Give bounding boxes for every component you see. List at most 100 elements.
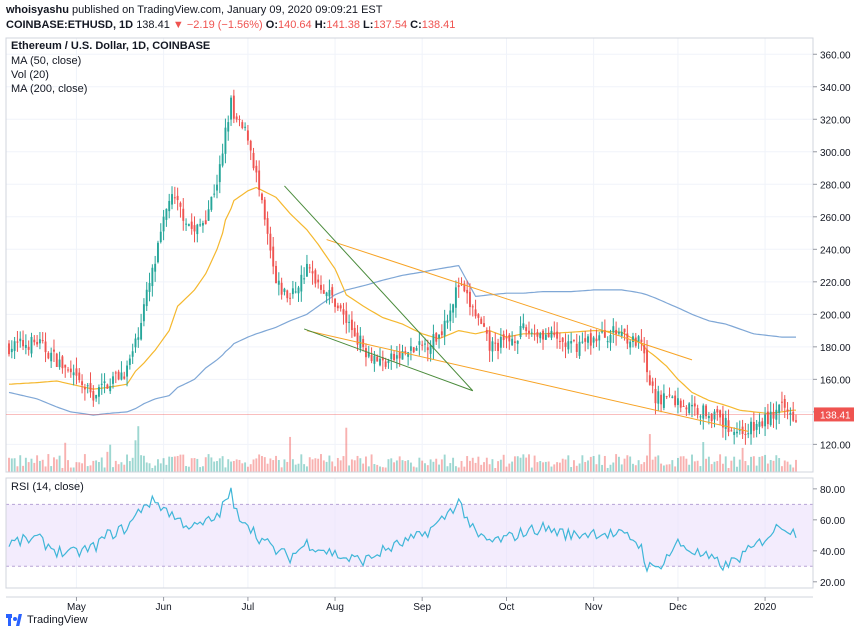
candle-body: [16, 341, 19, 343]
volume-bar: [741, 447, 744, 472]
candle-body: [483, 323, 485, 327]
legend-ma200[interactable]: MA (200, close): [11, 83, 88, 95]
volume-bar: [252, 459, 255, 472]
candle-body: [606, 341, 609, 343]
candle-body: [95, 395, 98, 399]
candle-body: [64, 364, 67, 368]
tradingview-brand[interactable]: TradingView: [6, 614, 88, 626]
volume-bar: [508, 463, 511, 472]
volume-bar: [33, 462, 36, 472]
candle-body: [452, 304, 455, 313]
candle-body: [311, 271, 314, 274]
candle-body: [89, 383, 92, 393]
volume-bar: [488, 464, 491, 472]
volume-bar: [766, 463, 769, 472]
ma50-line: [8, 186, 796, 415]
volume-bar: [429, 459, 432, 472]
volume-bar: [536, 462, 539, 472]
volume-bar: [480, 464, 483, 472]
candle-body: [629, 341, 632, 348]
volume-bar: [795, 459, 797, 472]
volume-bar: [477, 456, 480, 472]
volume-bar: [601, 464, 604, 472]
candle-body: [477, 314, 480, 318]
candle-body: [693, 403, 696, 407]
volume-bar: [379, 466, 381, 472]
candle-body: [525, 327, 528, 332]
volume-bar: [573, 460, 575, 472]
volume-bar: [755, 465, 758, 472]
volume-bar: [92, 460, 95, 472]
volume-bar: [719, 454, 722, 472]
candle-body: [699, 416, 702, 418]
volume-bar: [47, 454, 50, 472]
candle-body: [747, 433, 750, 435]
candle-body: [750, 421, 752, 435]
high-label: H:: [314, 19, 327, 31]
candle-body: [516, 340, 519, 344]
candle-body: [578, 341, 581, 356]
candle-body: [615, 329, 618, 335]
volume-bar: [491, 459, 494, 472]
candle-body: [204, 220, 207, 225]
candle-body: [575, 343, 578, 352]
candle-body: [221, 153, 224, 166]
volume-bar: [230, 461, 232, 472]
candle-body: [348, 321, 351, 323]
volume-bar: [154, 465, 157, 472]
volume-bar: [204, 457, 207, 472]
candle-body: [277, 280, 280, 285]
time-tick-label: 2020: [754, 602, 777, 613]
candle-body: [216, 184, 218, 191]
price-tick-label: 200.00: [820, 310, 851, 321]
trendline: [284, 185, 474, 392]
volume-bar: [165, 464, 168, 472]
volume-bar: [263, 457, 266, 472]
candle-body: [463, 283, 466, 292]
legend-rsi[interactable]: RSI (14, close): [11, 481, 84, 493]
candle-body: [778, 404, 781, 413]
candle-body: [702, 405, 705, 419]
volume-bar: [342, 456, 345, 472]
candle-body: [356, 332, 359, 345]
price-tick-label: 300.00: [820, 148, 851, 159]
volume-bar: [730, 460, 733, 472]
legend-vol[interactable]: Vol (20): [11, 69, 49, 81]
quote-line: COINBASE:ETHUSD, 1D 138.41 ▼ −2.19 (−1.5…: [6, 19, 455, 31]
volume-bar: [120, 462, 123, 472]
candle-body: [721, 413, 724, 428]
legend-ma50[interactable]: MA (50, close): [11, 55, 82, 67]
candle-body: [331, 287, 334, 296]
volume-bar: [499, 459, 502, 472]
volume-bar: [182, 454, 185, 472]
candle-body: [157, 242, 159, 263]
volume-bar: [187, 466, 190, 472]
price-tick-label: 360.00: [820, 50, 851, 61]
volume-bar: [522, 454, 525, 472]
candle-body: [620, 331, 623, 336]
candle-body: [449, 310, 452, 322]
volume-bar: [691, 454, 693, 472]
candle-body: [249, 140, 252, 151]
candle-body: [528, 330, 530, 334]
candle-body: [617, 332, 620, 334]
candle-body: [210, 196, 213, 210]
volume-bar: [294, 464, 297, 472]
candle-body: [595, 338, 598, 342]
candle-body: [707, 416, 710, 419]
candle-body: [556, 331, 559, 339]
candle-body: [657, 391, 660, 404]
candle-body: [199, 224, 202, 226]
candle-body: [92, 391, 95, 401]
volume-bar: [53, 457, 55, 472]
volume-bar: [707, 456, 710, 472]
candle-body: [384, 361, 387, 367]
candle-body: [123, 376, 126, 379]
volume-bar: [227, 459, 230, 472]
volume-bar: [542, 462, 544, 472]
candle-body: [230, 97, 232, 120]
volume-bar: [142, 455, 145, 472]
volume-bar: [505, 466, 508, 472]
volume-bar: [241, 463, 244, 472]
